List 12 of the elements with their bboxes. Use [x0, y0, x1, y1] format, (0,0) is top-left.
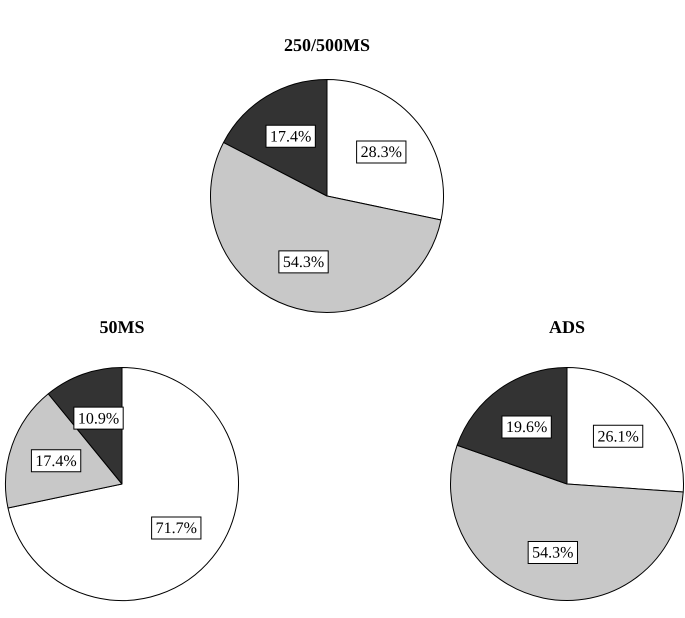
data-label: 17.4%: [270, 128, 312, 146]
data-label: 19.6%: [506, 419, 548, 436]
data-label: 17.4%: [35, 452, 77, 470]
data-label: 71.7%: [156, 520, 197, 538]
chart-title: 250/500MS: [282, 34, 371, 57]
chart-title: ADS: [548, 316, 586, 339]
data-label: 28.3%: [360, 144, 402, 162]
data-label: 10.9%: [78, 410, 120, 428]
data-label: 54.3%: [282, 254, 324, 272]
chart-title: 50MS: [98, 316, 146, 339]
data-label: 54.3%: [532, 544, 574, 562]
data-label: 26.1%: [597, 428, 639, 446]
